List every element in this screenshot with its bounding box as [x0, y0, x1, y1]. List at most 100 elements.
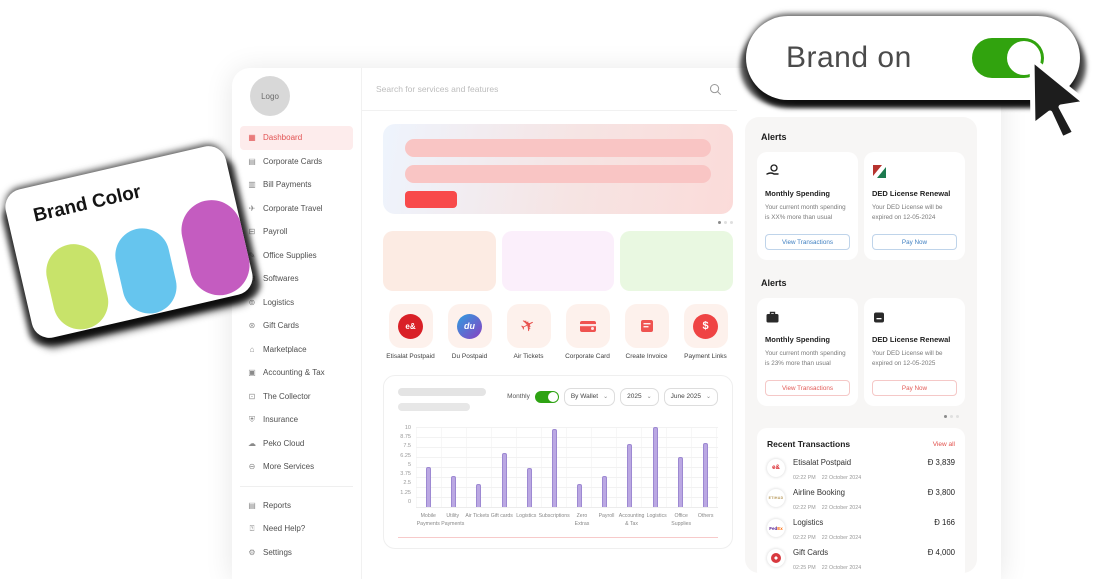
filter-select-2025[interactable]: 2025 ⌄ — [620, 387, 659, 406]
quick-action-label: Payment Links — [684, 353, 727, 360]
carousel-dot[interactable] — [718, 221, 721, 224]
view-all-link[interactable]: View all — [932, 440, 955, 448]
transaction-row-logistics[interactable]: FedEx Logistics 02:22 PM 22 October 2024 Ɖ 1… — [767, 518, 955, 545]
transaction-row-etisalat-postpaid[interactable]: e& Etisalat Postpaid 02:22 PM 22 October 20… — [767, 458, 955, 485]
chevron-down-icon: ⌄ — [603, 394, 609, 401]
sidebar-item-label: Logistics — [263, 297, 295, 307]
sidebar-item-dashboard[interactable]: ▦ Dashboard — [240, 126, 353, 150]
bill-payments-icon: ▥ — [248, 180, 256, 190]
quick-action-du-postpaid[interactable]: du Du Postpaid — [442, 304, 497, 362]
alert-icon-wrap — [765, 308, 850, 326]
quick-actions-row: e& Etisalat Postpaid du Du Postpaid ✈ Air Tic… — [383, 304, 733, 362]
banner-carousel-dots[interactable] — [383, 221, 733, 224]
transaction-logo: ETIHAD — [767, 489, 785, 507]
carousel-dot[interactable] — [730, 221, 733, 224]
sidebar-item-label: Reports — [263, 500, 292, 510]
quick-action-payment-links[interactable]: $ Payment Links — [678, 304, 733, 362]
filter-select-by-wallet[interactable]: By Wallet ⌄ — [563, 387, 616, 406]
promo-card-1[interactable] — [383, 231, 496, 291]
search-input[interactable]: Search for services and features — [376, 84, 499, 94]
transaction-info: Airline Booking 02:22 PM 22 October 2024 — [793, 488, 928, 515]
search-bar[interactable]: Search for services and features — [362, 68, 737, 111]
transactions-list: e& Etisalat Postpaid 02:22 PM 22 October 20… — [767, 458, 955, 573]
carousel-dot[interactable] — [950, 415, 953, 418]
promo-card-2[interactable] — [501, 231, 615, 291]
sidebar-item-label: Corporate Cards — [263, 156, 323, 166]
pay-now-button[interactable]: Pay Now — [872, 380, 957, 396]
airplane-icon: ✈ — [517, 313, 540, 338]
recent-transactions-card: Recent Transactions View all e& Etisalat … — [757, 428, 965, 573]
transaction-info: Etisalat Postpaid 02:22 PM 22 October 2024 — [793, 458, 928, 485]
bag-icon — [874, 312, 884, 323]
sidebar-item-label: Payroll — [263, 227, 288, 237]
sidebar-item-marketplace[interactable]: ⌂ Marketplace — [240, 338, 353, 362]
promo-card-3[interactable] — [620, 231, 734, 291]
carousel-dot[interactable] — [724, 221, 727, 224]
chart-bar-air-tickets — [476, 483, 482, 507]
view-transactions-button[interactable]: View Transactions — [765, 234, 850, 250]
sidebar-item-label: Need Help? — [263, 524, 306, 534]
sidebar-item-insurance[interactable]: ⛨ Insurance — [240, 408, 353, 432]
sidebar-item-accounting-tax[interactable]: ▣ Accounting & Tax — [240, 361, 353, 385]
chevron-down-icon: ⌄ — [646, 394, 652, 401]
alert-title: Monthly Spending — [765, 189, 830, 198]
invoice-icon — [640, 320, 653, 332]
alert-title: Monthly Spending — [765, 335, 830, 344]
brand-color-card: Brand Color — [1, 142, 257, 342]
carousel-dot[interactable] — [944, 415, 947, 418]
x-tick-label: Office Supplies — [671, 512, 692, 527]
x-tick-label: Logistics — [646, 512, 667, 519]
quick-action-air-tickets[interactable]: ✈ Air Tickets — [501, 304, 556, 362]
bar-slot — [492, 427, 517, 507]
view-transactions-button[interactable]: View Transactions — [765, 380, 850, 396]
sidebar-item-corporate-cards[interactable]: ▤ Corporate Cards — [240, 150, 353, 174]
more-services-icon: ⊖ — [248, 462, 256, 472]
sidebar-item-settings[interactable]: ⚙ Settings — [240, 541, 353, 565]
quick-action-etisalat-postpaid[interactable]: e& Etisalat Postpaid — [383, 304, 438, 362]
transaction-row-airline-booking[interactable]: ETIHAD Airline Booking 02:22 PM 22 October … — [767, 488, 955, 515]
quick-action-corporate-card[interactable]: Corporate Card — [560, 304, 615, 362]
bar-slot — [542, 427, 567, 507]
transaction-logo: e& — [767, 459, 785, 477]
sidebar-item-corporate-travel[interactable]: ✈ Corporate Travel — [240, 197, 353, 221]
sidebar-item-office-supplies[interactable]: ✎ Office Supplies — [240, 244, 353, 268]
transaction-amount: Ɖ 3,839 — [927, 458, 955, 467]
hand-coin-icon — [766, 164, 779, 175]
bar-slot — [416, 427, 441, 507]
quick-action-icon-box — [624, 304, 669, 348]
sidebar-item-logistics[interactable]: ⊚ Logistics — [240, 291, 353, 315]
corporate-cards-icon: ▤ — [248, 156, 256, 166]
transaction-info: Gift Cards 02:25 PM 22 October 2024 — [793, 548, 928, 573]
pay-now-button[interactable]: Pay Now — [872, 234, 957, 250]
banner-cta-button[interactable] — [405, 191, 457, 208]
sidebar-item-gift-cards[interactable]: ⊛ Gift Cards — [240, 314, 353, 338]
transaction-name: Gift Cards — [793, 548, 829, 557]
sidebar-item-the-collector[interactable]: ⊡ The Collector — [240, 385, 353, 409]
sidebar-item-reports[interactable]: ▤ Reports — [240, 494, 353, 518]
quick-action-create-invoice[interactable]: Create Invoice — [619, 304, 674, 362]
promo-banner[interactable] — [383, 124, 733, 214]
sidebar-item-bill-payments[interactable]: ▥ Bill Payments — [240, 173, 353, 197]
alerts-carousel-dots[interactable] — [757, 415, 959, 418]
sidebar-item-peko-cloud[interactable]: ☁ Peko Cloud — [240, 432, 353, 456]
sidebar-item-need-help[interactable]: ⍰ Need Help? — [240, 517, 353, 541]
y-tick-label: 0 — [407, 498, 411, 505]
carousel-dot[interactable] — [956, 415, 959, 418]
filter-select-value: June 2025 — [670, 393, 701, 401]
quick-action-icon-box: du — [447, 304, 492, 348]
brand-toggle-label: Brand on — [786, 41, 912, 74]
transaction-logo: FedEx — [767, 519, 785, 537]
chevron-down-icon: ⌄ — [705, 394, 711, 401]
help-icon: ⍰ — [249, 523, 255, 533]
quick-action-label: Corporate Card — [565, 353, 610, 360]
sidebar-divider — [240, 485, 353, 487]
sidebar-item-softwares[interactable]: ⊞Softwares — [240, 267, 353, 291]
transaction-row-gift-cards[interactable]: Gift Cards 02:25 PM 22 October 2024 Ɖ 4,000 — [767, 548, 955, 573]
filter-select-value: 2025 — [627, 393, 642, 401]
sidebar-item-more-services[interactable]: ⊖ More Services — [240, 455, 353, 479]
transaction-timestamp: 02:22 PM 22 October 2024 — [793, 475, 862, 481]
sidebar-item-payroll[interactable]: ⊟ Payroll — [240, 220, 353, 244]
filter-select-june-2025[interactable]: June 2025 ⌄ — [663, 387, 718, 406]
etihad-logo-icon: ETIHAD — [768, 496, 784, 500]
monthly-toggle[interactable] — [534, 390, 559, 403]
